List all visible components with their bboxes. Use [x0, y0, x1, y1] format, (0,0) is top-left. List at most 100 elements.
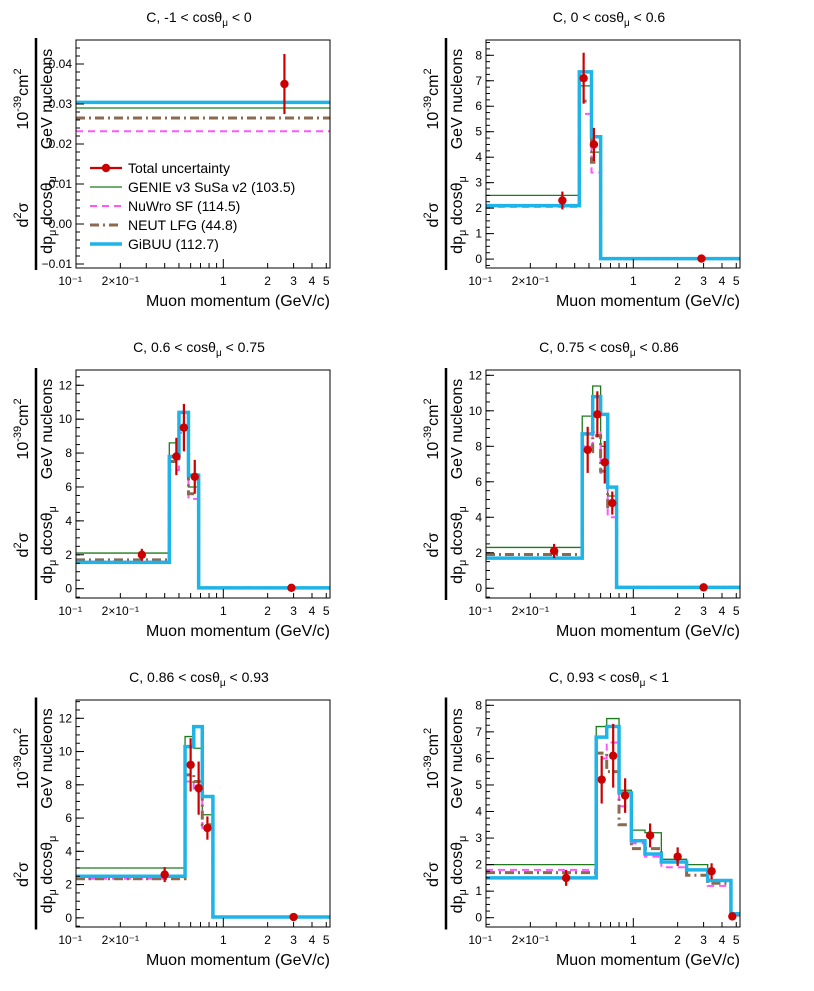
derivative-sigma: σ [425, 862, 442, 872]
x-tick-label: 2 [674, 604, 681, 618]
x-tick-label: 3 [290, 274, 297, 288]
x-axis-label: Muon momentum (GeV/c) [556, 293, 740, 310]
x-tick-label: 3 [700, 274, 707, 288]
legend-label: Total uncertainty [128, 160, 230, 176]
derivative-dp: dp [39, 895, 56, 913]
units-base: 10 [15, 112, 32, 130]
y-tick-label: 2 [475, 546, 482, 560]
y-tick-label: 10 [469, 404, 483, 418]
x-tick-label: 10⁻¹ [58, 933, 82, 947]
y-tick-label: 7 [475, 74, 482, 88]
x-axis-label: Muon momentum (GeV/c) [146, 952, 330, 969]
data-point [190, 472, 199, 481]
derivative-dcos: dcosθ [39, 842, 56, 889]
x-tick-label: 4 [309, 274, 316, 288]
series-nuwro-sf [76, 780, 330, 919]
derivative-numerator: d2σ [422, 532, 442, 557]
y-tick-label: 1 [475, 884, 482, 898]
units-base: 10 [425, 442, 442, 460]
y-tick-label: 0 [475, 911, 482, 925]
derivative-d: d [425, 219, 442, 228]
y-tick-label: 0.04 [49, 57, 73, 71]
legend-label: GiBUU (112.7) [128, 236, 219, 252]
legend: Total uncertainty GENIE v3 SuSa v2 (103.5… [90, 160, 295, 252]
derivative-dcos: dcosθ [449, 512, 466, 559]
x-tick-label: 1 [630, 933, 637, 947]
title-text: C, -1 < cos [146, 9, 214, 25]
data-point [287, 583, 296, 593]
derivative-mu2: μ [457, 176, 469, 182]
data-point [597, 775, 606, 784]
x-tick-label: 5 [323, 933, 330, 947]
plot-area [76, 54, 330, 133]
x-tick-label: 2 [264, 604, 271, 618]
units-denominator: GeV nucleons [39, 379, 56, 480]
series-neut-lfg [486, 434, 740, 589]
x-axis-label: Muon momentum (GeV/c) [146, 623, 330, 640]
y-tick-label: 2 [475, 858, 482, 872]
derivative-numerator: d2σ [12, 202, 32, 227]
y-tick-label: 2 [65, 548, 72, 562]
plot-frame [75, 369, 331, 599]
series-gibuu [486, 724, 740, 916]
x-tick-label: 10⁻¹ [468, 274, 492, 288]
units-square: 2 [422, 728, 434, 734]
y-tick-label: 4 [65, 844, 72, 858]
derivative-mu: μ [457, 560, 469, 566]
data-point [160, 870, 169, 879]
data-point [558, 196, 567, 205]
series-gibuu [76, 410, 330, 590]
title-text-end: < 0 [228, 9, 252, 25]
derivative-sigma: σ [425, 202, 442, 212]
plot-frame [485, 39, 741, 269]
x-tick-label: 2 [674, 933, 681, 947]
data-point [608, 498, 617, 508]
x-tick-label: 2×10⁻¹ [512, 933, 549, 947]
derivative-d: d [15, 549, 32, 558]
y-tick-label: 2 [65, 878, 72, 892]
units-exponent: -39 [422, 96, 434, 112]
units-exponent: -39 [422, 755, 434, 771]
data-point [593, 410, 602, 419]
x-tick-label: 3 [700, 604, 707, 618]
derivative-numerator: d2σ [12, 532, 32, 557]
title-text: C, 0.6 < cos [133, 339, 208, 355]
derivative-denominator: dpμ dcosθμ [39, 506, 59, 584]
x-tick-label: 1 [630, 274, 637, 288]
y-tick-label: 2 [475, 201, 482, 215]
title-text-end: < 0.75 [222, 339, 265, 355]
title-theta: θ [622, 339, 630, 355]
panel-title: C, -1 < cosθμ < 0 [146, 9, 252, 29]
x-tick-label: 4 [719, 933, 726, 947]
series-gibuu [76, 724, 330, 919]
derivative-d: d [425, 549, 442, 558]
y-tick-label: 8 [475, 698, 482, 712]
y-tick-label: 0 [65, 911, 72, 925]
title-text-end: < 1 [645, 669, 669, 685]
series-gibuu [486, 394, 740, 590]
units-numerator: 10-39cm2 [422, 728, 442, 789]
x-tick-label: 10⁻¹ [468, 604, 492, 618]
units-cm: cm [15, 405, 32, 426]
x-tick-label: 5 [323, 604, 330, 618]
derivative-mu: μ [47, 560, 59, 566]
y-tick-label: 8 [65, 446, 72, 460]
units-base: 10 [425, 771, 442, 789]
derivative-mu2: μ [47, 506, 59, 512]
y-tick-label: 8 [475, 439, 482, 453]
plot-area [486, 385, 740, 592]
plot-frame [75, 699, 331, 928]
plot-frame [75, 39, 331, 269]
y-tick-label: 0 [475, 581, 482, 595]
title-text-end: < 0.86 [636, 339, 679, 355]
title-subscript: μ [216, 348, 222, 359]
data-point [645, 831, 655, 840]
y-tick-label: 12 [469, 368, 483, 382]
derivative-order: 2 [12, 542, 24, 548]
y-tick-label: 12 [59, 711, 73, 725]
